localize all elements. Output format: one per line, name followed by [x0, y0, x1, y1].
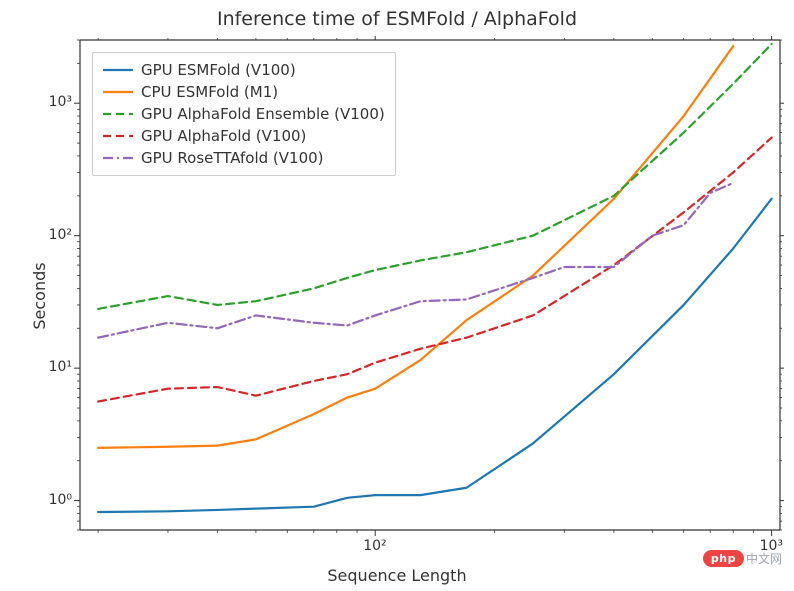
legend-label: GPU ESMFold (V100) [141, 61, 296, 79]
x-tick-label: 10² [363, 538, 386, 554]
y-tick-label: 10² [49, 227, 72, 243]
chart-root: Inference time of ESMFold / AlphaFold Se… [0, 0, 794, 591]
y-tick-label: 10¹ [49, 359, 72, 375]
legend-label: GPU AlphaFold Ensemble (V100) [141, 105, 385, 123]
legend-item: GPU AlphaFold (V100) [103, 125, 385, 147]
y-tick-label: 10³ [49, 94, 72, 110]
legend-swatch [103, 107, 133, 121]
series-line [98, 199, 771, 512]
legend-swatch [103, 63, 133, 77]
legend-item: GPU ESMFold (V100) [103, 59, 385, 81]
legend-swatch [103, 151, 133, 165]
y-axis-label: Seconds [30, 262, 49, 329]
legend-label: GPU RoseTTAfold (V100) [141, 149, 324, 167]
chart-title: Inference time of ESMFold / AlphaFold [0, 8, 794, 30]
legend-item: GPU RoseTTAfold (V100) [103, 147, 385, 169]
legend-swatch [103, 85, 133, 99]
series-line [98, 138, 771, 402]
x-axis-label: Sequence Length [0, 566, 794, 585]
watermark: php 中文网 [703, 550, 782, 567]
legend-item: CPU ESMFold (M1) [103, 81, 385, 103]
legend-label: CPU ESMFold (M1) [141, 83, 278, 101]
legend: GPU ESMFold (V100) CPU ESMFold (M1) GPU Al… [92, 52, 396, 176]
watermark-pill: php [703, 550, 744, 567]
watermark-text: 中文网 [746, 550, 782, 567]
series-line [98, 183, 733, 338]
legend-item: GPU AlphaFold Ensemble (V100) [103, 103, 385, 125]
legend-swatch [103, 129, 133, 143]
y-tick-label: 10⁰ [49, 492, 72, 508]
legend-label: GPU AlphaFold (V100) [141, 127, 306, 145]
